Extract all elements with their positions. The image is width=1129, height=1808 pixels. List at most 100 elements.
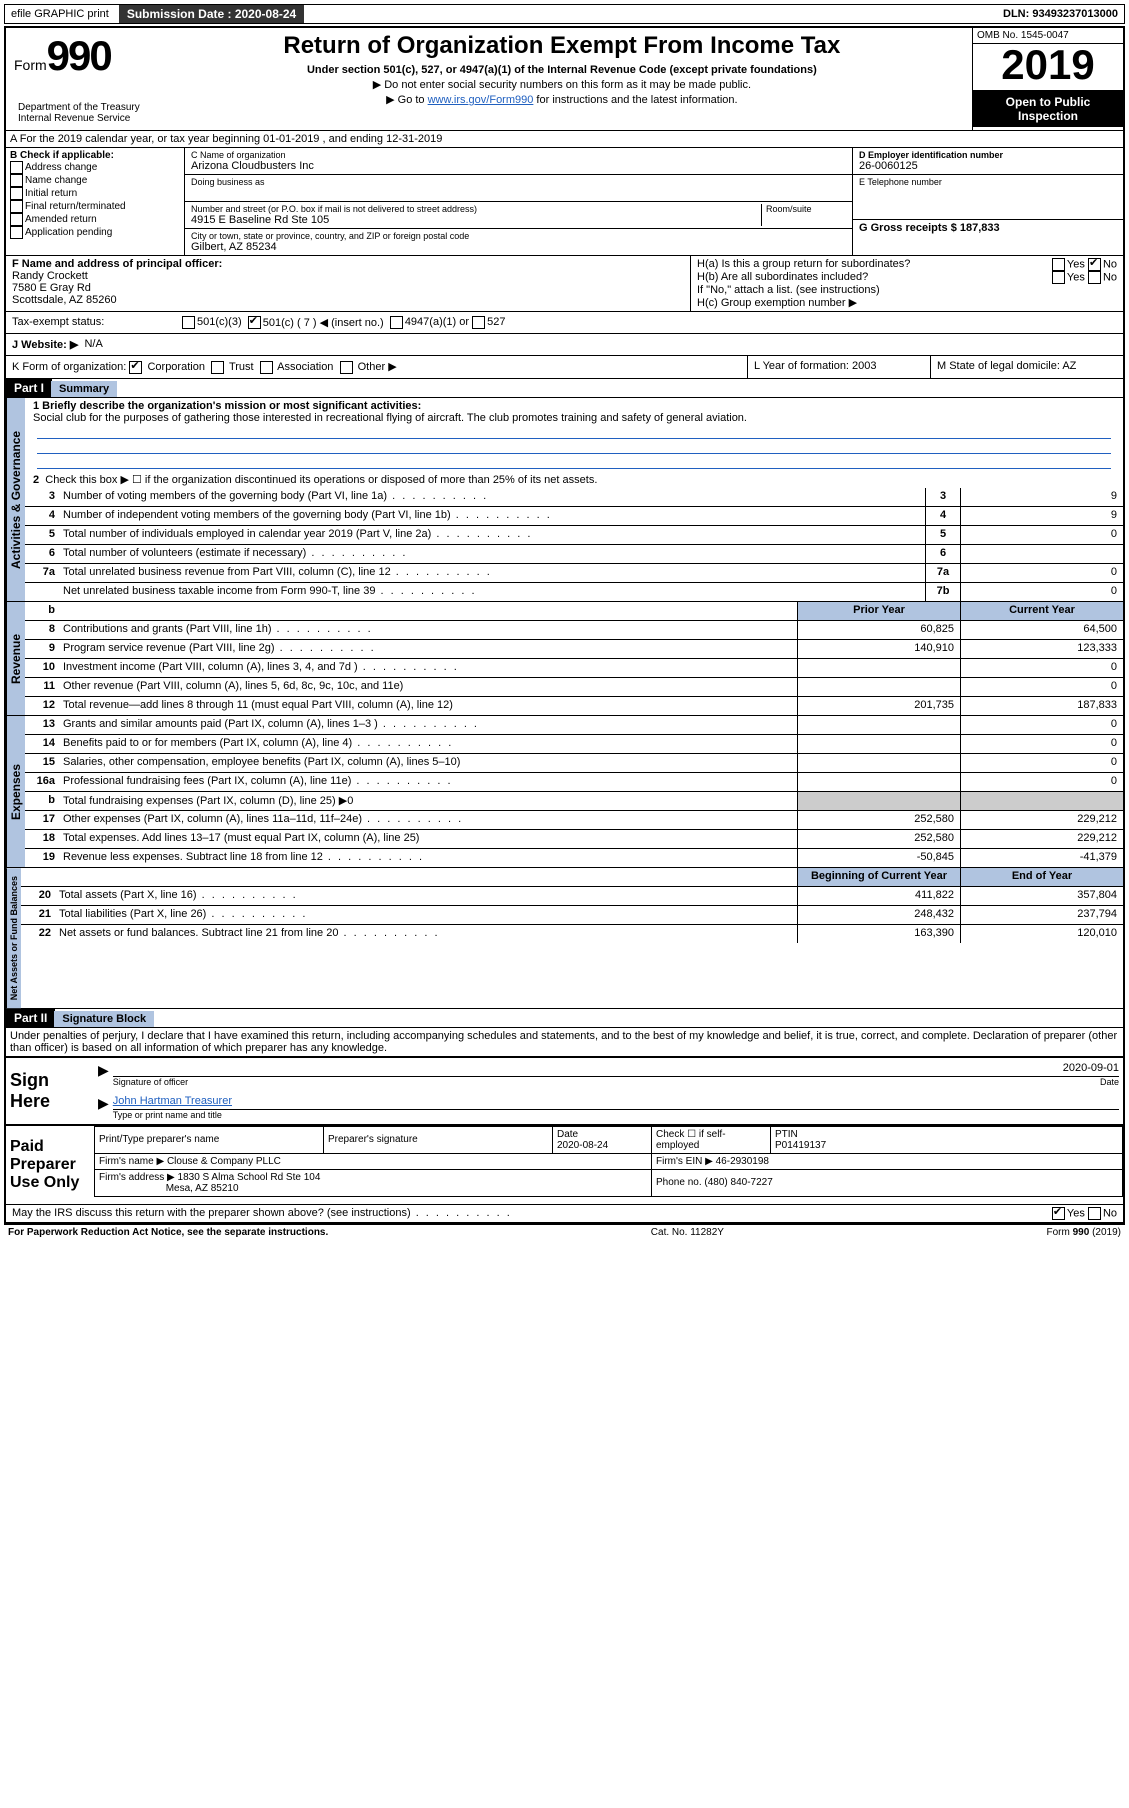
header-right: OMB No. 1545-0047 2019 Open to Public In… bbox=[972, 28, 1123, 130]
f-label: F Name and address of principal officer: bbox=[12, 258, 684, 270]
l7a-desc: Total unrelated business revenue from Pa… bbox=[59, 564, 925, 582]
ha-yes-chk[interactable] bbox=[1052, 258, 1065, 271]
irs-no-chk[interactable] bbox=[1088, 1207, 1101, 1220]
part2-header-row: Part IISignature Block bbox=[6, 1008, 1123, 1027]
instructions-link[interactable]: www.irs.gov/Form990 bbox=[428, 94, 534, 106]
l22-curr: 120,010 bbox=[960, 925, 1123, 943]
hb-no-chk[interactable] bbox=[1088, 271, 1101, 284]
chk-initial[interactable] bbox=[10, 187, 23, 200]
ein-label: D Employer identification number bbox=[859, 150, 1117, 160]
chk-corp[interactable] bbox=[129, 361, 142, 374]
chk-trust[interactable] bbox=[211, 361, 224, 374]
l11-curr: 0 bbox=[960, 678, 1123, 696]
l4-val: 9 bbox=[960, 507, 1123, 525]
l9-curr: 123,333 bbox=[960, 640, 1123, 658]
sub3-prefix: ▶ Go to bbox=[386, 94, 427, 106]
irs-no: No bbox=[1103, 1207, 1117, 1219]
l13-num: 13 bbox=[25, 716, 59, 734]
sign-here-block: Sign Here ▶ 2020-09-01 Signature of offi… bbox=[6, 1056, 1123, 1124]
l16a-num: 16a bbox=[25, 773, 59, 791]
officer-addr2: Scottsdale, AZ 85260 bbox=[12, 294, 684, 306]
chk-527[interactable] bbox=[472, 316, 485, 329]
l15-num: 15 bbox=[25, 754, 59, 772]
mission-text: Social club for the purposes of gatherin… bbox=[33, 412, 1115, 424]
q1-label: 1 Briefly describe the organization's mi… bbox=[33, 400, 1115, 412]
phone-label-2: Phone no. bbox=[656, 1177, 702, 1188]
sign-here-label: Sign Here bbox=[6, 1058, 94, 1124]
l18-curr: 229,212 bbox=[960, 830, 1123, 848]
l19-curr: -41,379 bbox=[960, 849, 1123, 867]
opt-amended: Amended return bbox=[25, 214, 97, 225]
net-assets-block: Net Assets or Fund Balances Beginning of… bbox=[6, 867, 1123, 1008]
subtitle-3: ▶ Go to www.irs.gov/Form990 for instruct… bbox=[156, 93, 968, 106]
boy-hdr: Beginning of Current Year bbox=[797, 868, 960, 886]
l16a-prior bbox=[797, 773, 960, 791]
l12-prior: 201,735 bbox=[797, 697, 960, 715]
firm-addr2: Mesa, AZ 85210 bbox=[166, 1183, 239, 1194]
l17-num: 17 bbox=[25, 811, 59, 829]
chk-pending[interactable] bbox=[10, 226, 23, 239]
c-name-label: C Name of organization bbox=[191, 150, 846, 160]
chk-amended[interactable] bbox=[10, 213, 23, 226]
col-d-ein: D Employer identification number 26-0060… bbox=[853, 148, 1123, 255]
check-self-employed: Check ☐ if self-employed bbox=[652, 1126, 771, 1153]
l6-box: 6 bbox=[925, 545, 960, 563]
l11-prior bbox=[797, 678, 960, 696]
chk-address-change[interactable] bbox=[10, 161, 23, 174]
l6-desc: Total number of volunteers (estimate if … bbox=[59, 545, 925, 563]
addr-label: Number and street (or P.O. box if mail i… bbox=[191, 204, 761, 214]
chk-final[interactable] bbox=[10, 200, 23, 213]
chk-501c[interactable] bbox=[248, 316, 261, 329]
l8-desc: Contributions and grants (Part VIII, lin… bbox=[59, 621, 797, 639]
chk-other[interactable] bbox=[340, 361, 353, 374]
l10-num: 10 bbox=[25, 659, 59, 677]
dept-treasury: Department of the Treasury bbox=[18, 102, 140, 113]
website-row: J Website: ▶ N/A bbox=[6, 333, 1123, 355]
arrow-icon: ▶ bbox=[98, 1062, 109, 1087]
chk-501c3[interactable] bbox=[182, 316, 195, 329]
l12-curr: 187,833 bbox=[960, 697, 1123, 715]
curr-year-hdr: Current Year bbox=[960, 602, 1123, 620]
ha-no-chk[interactable] bbox=[1088, 258, 1101, 271]
firm-addr1: 1830 S Alma School Rd Ste 104 bbox=[178, 1172, 321, 1183]
l17-curr: 229,212 bbox=[960, 811, 1123, 829]
city-label: City or town, state or province, country… bbox=[191, 231, 846, 241]
l9-num: 9 bbox=[25, 640, 59, 658]
footer-left: For Paperwork Reduction Act Notice, see … bbox=[8, 1227, 328, 1238]
date2-val: 2020-08-24 bbox=[557, 1140, 608, 1151]
l14-num: 14 bbox=[25, 735, 59, 753]
tax-status-row: Tax-exempt status: 501(c)(3) 501(c) ( 7 … bbox=[6, 311, 1123, 333]
part2-title: Signature Block bbox=[54, 1011, 154, 1027]
firm-name-label: Firm's name ▶ bbox=[99, 1156, 164, 1167]
officer-name: Randy Crockett bbox=[12, 270, 684, 282]
opt-pending: Application pending bbox=[25, 227, 112, 238]
l12-desc: Total revenue—add lines 8 through 11 (mu… bbox=[59, 697, 797, 715]
opt-initial: Initial return bbox=[25, 188, 77, 199]
revenue-block: Revenue bPrior YearCurrent Year 8Contrib… bbox=[6, 601, 1123, 715]
l3-num: 3 bbox=[25, 488, 59, 506]
hb-note: If "No," attach a list. (see instruction… bbox=[697, 284, 1117, 296]
sig-date: 2020-09-01 bbox=[1063, 1062, 1119, 1074]
officer-name-title[interactable]: John Hartman Treasurer bbox=[113, 1095, 1119, 1107]
gross-receipts: G Gross receipts $ 187,833 bbox=[859, 222, 1117, 234]
l20-prior: 411,822 bbox=[797, 887, 960, 905]
header-center: Return of Organization Exempt From Incom… bbox=[152, 28, 972, 130]
hb-yes-chk[interactable] bbox=[1052, 271, 1065, 284]
l3-box: 3 bbox=[925, 488, 960, 506]
website-value: N/A bbox=[84, 338, 102, 351]
ptin-val: P01419137 bbox=[775, 1140, 826, 1151]
phone-label: E Telephone number bbox=[859, 177, 1117, 187]
chk-4947[interactable] bbox=[390, 316, 403, 329]
page-footer: For Paperwork Reduction Act Notice, see … bbox=[4, 1224, 1125, 1240]
irs-yes-chk[interactable] bbox=[1052, 1207, 1065, 1220]
opt-501c: 501(c) ( 7 ) ◀ (insert no.) bbox=[263, 316, 384, 329]
l4-box: 4 bbox=[925, 507, 960, 525]
l5-box: 5 bbox=[925, 526, 960, 544]
l18-prior: 252,580 bbox=[797, 830, 960, 848]
date2-label: Date bbox=[557, 1129, 578, 1140]
chk-assoc[interactable] bbox=[260, 361, 273, 374]
row-a-tax-year: A For the 2019 calendar year, or tax yea… bbox=[6, 130, 1123, 147]
opt-trust: Trust bbox=[229, 361, 254, 373]
l9-desc: Program service revenue (Part VIII, line… bbox=[59, 640, 797, 658]
chk-name-change[interactable] bbox=[10, 174, 23, 187]
